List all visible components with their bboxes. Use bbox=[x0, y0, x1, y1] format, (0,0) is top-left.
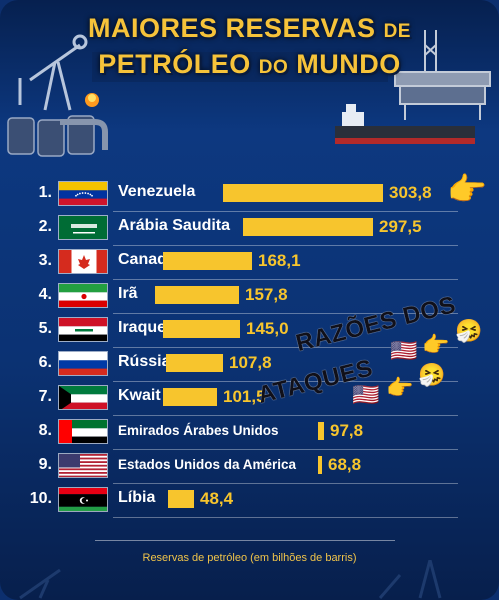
title-mundo: MUNDO bbox=[296, 49, 401, 79]
reserve-value: 107,8 bbox=[229, 353, 272, 372]
oil-industry-scene bbox=[7, 30, 491, 157]
country-name: Líbia bbox=[118, 489, 156, 506]
row-divider bbox=[113, 211, 458, 212]
row-divider bbox=[113, 415, 458, 416]
row-divider bbox=[113, 347, 458, 348]
country-name: Rússia bbox=[118, 353, 171, 370]
flag-saudi-arabia-icon bbox=[58, 215, 108, 240]
country-name: Emirados Árabes Unidos bbox=[118, 423, 279, 438]
pointing-hand-icon: 👉 bbox=[447, 171, 487, 207]
flag-canada-icon bbox=[58, 249, 108, 274]
ranking-row: 1. Venezuela 303,8 bbox=[18, 178, 458, 212]
rank-number: 8. bbox=[38, 422, 52, 439]
flag-russia-icon bbox=[58, 351, 108, 376]
pointing-hand-icon: 👉 bbox=[386, 375, 414, 400]
row-divider bbox=[113, 313, 458, 314]
reserve-value: 297,5 bbox=[379, 217, 422, 236]
reserve-value: 97,8 bbox=[330, 421, 364, 440]
ranking-row: 2. Arábia Saudita 297,5 bbox=[18, 212, 458, 246]
rank-number: 5. bbox=[38, 320, 52, 337]
flag-usa-icon bbox=[58, 453, 108, 478]
pointing-hand-icon: 👉 bbox=[422, 332, 450, 357]
reserve-bar bbox=[168, 490, 194, 508]
title-petroleo: PETRÓLEO bbox=[98, 49, 251, 79]
bottom-silhouette bbox=[19, 560, 442, 600]
flag-uae-icon bbox=[58, 419, 108, 444]
sneezing-face-icon: 🤧 bbox=[418, 362, 446, 387]
flag-venezuela-icon bbox=[58, 181, 108, 206]
rank-number: 6. bbox=[38, 354, 52, 371]
row-divider bbox=[113, 245, 458, 246]
reserve-bar bbox=[318, 422, 324, 440]
offshore-platform-icon bbox=[394, 30, 491, 120]
row-divider bbox=[113, 449, 458, 450]
reserve-bar bbox=[318, 456, 322, 474]
reserve-bar bbox=[166, 354, 223, 372]
reserve-bar bbox=[155, 286, 239, 304]
rank-number: 3. bbox=[38, 252, 52, 269]
country-name: Arábia Saudita bbox=[118, 217, 231, 234]
ranking-row: 10. Líbia 48,4 bbox=[18, 484, 458, 518]
ranking-row: 5. Iraque 145,0 bbox=[18, 314, 458, 348]
row-divider bbox=[113, 517, 458, 518]
rank-number: 7. bbox=[38, 388, 52, 405]
reserve-bar bbox=[163, 252, 252, 270]
sneezing-face-icon: 🤧 bbox=[455, 318, 483, 343]
reserve-value: 303,8 bbox=[389, 183, 432, 202]
footer-divider bbox=[95, 540, 395, 541]
reserve-bar bbox=[163, 320, 240, 338]
row-divider bbox=[113, 483, 458, 484]
reserve-value: 157,8 bbox=[245, 285, 288, 304]
rank-number: 2. bbox=[38, 218, 52, 235]
ranking-row: 4. Irã 157,8 bbox=[18, 280, 458, 314]
rank-number: 4. bbox=[38, 286, 52, 303]
pipe-icon bbox=[60, 119, 108, 150]
country-name: Iraque bbox=[118, 319, 167, 336]
ranking-row: 3. Canadá 168,1 bbox=[18, 246, 458, 280]
reserve-bar bbox=[223, 184, 383, 202]
title-line1: MAIORES RESERVAS bbox=[88, 13, 376, 43]
reserve-bar bbox=[243, 218, 373, 236]
reserve-value: 145,0 bbox=[246, 319, 289, 338]
flag-kuwait-icon bbox=[58, 385, 108, 410]
ranking-row: 8. Emirados Árabes Unidos 97,8 bbox=[18, 416, 458, 450]
ranking-row: 7. Kwait 101,5 bbox=[18, 382, 458, 416]
rank-number: 10. bbox=[29, 490, 52, 507]
country-name: Venezuela bbox=[118, 183, 196, 200]
reserve-value: 168,1 bbox=[258, 251, 301, 270]
rank-number: 1. bbox=[38, 184, 52, 201]
flag-libya-icon bbox=[58, 487, 108, 512]
rank-number: 9. bbox=[38, 456, 52, 473]
flag-iran-icon bbox=[58, 283, 108, 308]
pumpjack-icon bbox=[18, 34, 88, 111]
usa-flag-emoji-icon: 🇺🇸 bbox=[390, 338, 418, 363]
reserve-value: 48,4 bbox=[200, 489, 234, 508]
usa-flag-emoji-icon: 🇺🇸 bbox=[352, 382, 380, 407]
row-divider bbox=[113, 381, 458, 382]
reserve-bar bbox=[163, 388, 217, 406]
oil-barrels-icon bbox=[7, 115, 95, 157]
row-divider bbox=[113, 279, 458, 280]
reserve-value: 68,8 bbox=[328, 455, 362, 474]
country-name: Estados Unidos da América bbox=[118, 457, 297, 472]
ranking-row: 9. Estados Unidos da América 68,8 bbox=[18, 450, 458, 484]
poster-title: MAIORES RESERVAS DE PETRÓLEO DO MUNDO bbox=[0, 12, 499, 84]
country-name: Canadá bbox=[118, 251, 176, 268]
oil-tanker-icon bbox=[335, 104, 475, 144]
reserve-value: 101,5 bbox=[223, 387, 266, 406]
country-name: Irã bbox=[118, 285, 138, 302]
country-name: Kwait bbox=[118, 387, 161, 404]
footer-caption: Reservas de petróleo (em bilhões de barr… bbox=[142, 552, 357, 564]
title-de: DE bbox=[383, 21, 411, 42]
title-do: DO bbox=[258, 57, 289, 78]
flag-iraq-icon bbox=[58, 317, 108, 342]
ranking-row: 6. Rússia 107,8 bbox=[18, 348, 458, 382]
